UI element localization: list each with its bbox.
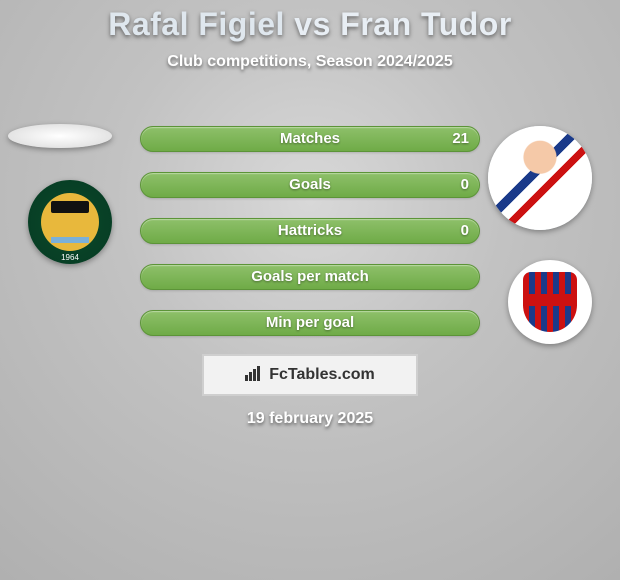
avatar-player1 bbox=[8, 124, 112, 148]
stat-bar-hattricks: Hattricks 0 bbox=[140, 218, 480, 244]
stat-label: Matches bbox=[141, 130, 479, 147]
stat-bar-matches: Matches 21 bbox=[140, 126, 480, 152]
avatar-player2 bbox=[488, 126, 592, 230]
stat-label: Min per goal bbox=[141, 314, 479, 331]
logo-box: FcTables.com bbox=[202, 354, 418, 396]
stat-label: Hattricks bbox=[141, 222, 479, 239]
subtitle: Club competitions, Season 2024/2025 bbox=[0, 53, 620, 71]
page-title: Rafal Figiel vs Fran Tudor bbox=[0, 6, 620, 43]
stat-right-value: 21 bbox=[452, 130, 469, 147]
club-badge-left: 1964 bbox=[28, 180, 112, 264]
stat-label: Goals per match bbox=[141, 268, 479, 285]
vs-label: vs bbox=[294, 6, 331, 42]
stat-right-value: 0 bbox=[461, 176, 469, 193]
logo-text: FcTables.com bbox=[269, 366, 375, 384]
stat-bar-goals: Goals 0 bbox=[140, 172, 480, 198]
club-badge-right bbox=[508, 260, 592, 344]
player1-name: Rafal Figiel bbox=[108, 6, 285, 42]
stat-right-value: 0 bbox=[461, 222, 469, 239]
stat-bar-mpg: Min per goal bbox=[140, 310, 480, 336]
header: Rafal Figiel vs Fran Tudor Club competit… bbox=[0, 0, 620, 71]
date-line: 19 february 2025 bbox=[0, 410, 620, 428]
club-badge-left-year: 1964 bbox=[28, 253, 112, 262]
stat-bar-gpm: Goals per match bbox=[140, 264, 480, 290]
stats-area: Matches 21 Goals 0 Hattricks 0 Goals per… bbox=[140, 126, 480, 356]
bar-chart-icon bbox=[245, 365, 263, 386]
player2-name: Fran Tudor bbox=[340, 6, 512, 42]
stat-label: Goals bbox=[141, 176, 479, 193]
club-badge-left-inner bbox=[41, 193, 99, 251]
jersey-graphic bbox=[488, 126, 592, 230]
club-badge-right-inner bbox=[523, 272, 577, 332]
